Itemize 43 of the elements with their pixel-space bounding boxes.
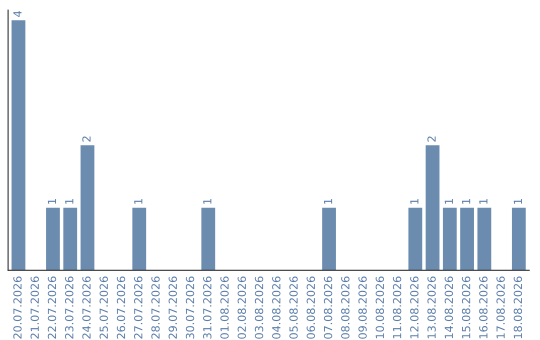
- data-label: 1: [514, 198, 522, 204]
- x-tick-label: 12.08.2026: [410, 276, 419, 338]
- data-label: 1: [134, 198, 142, 204]
- x-tick-label: 29.07.2026: [168, 276, 177, 339]
- x-tick-label: 30.07.2026: [186, 276, 194, 339]
- x-tick-label: 01.08.2026: [220, 276, 229, 339]
- x-tick-label: 09.08.2026: [358, 276, 367, 339]
- data-label: 1: [203, 198, 212, 204]
- x-tick-label: 04.08.2026: [272, 276, 280, 339]
- x-tick-label: 13.08.2026: [427, 276, 436, 338]
- data-label: 1: [410, 198, 418, 204]
- x-tick-label: 10.08.2026: [376, 276, 384, 338]
- x-tick-label: 21.07.2026: [30, 276, 39, 339]
- data-label: 1: [444, 198, 453, 204]
- x-tick-label: 05.08.2026: [289, 276, 298, 339]
- x-tick-label: 11.08.2026: [392, 276, 402, 338]
- x-tick-label: 31.07.2026: [203, 276, 212, 339]
- x-tick-label: 06.08.2026: [306, 276, 316, 339]
- x-tick-label: 24.07.2026: [82, 276, 91, 339]
- x-tick-label: 07.08.2026: [324, 276, 332, 339]
- x-tick-label: 28.07.2026: [151, 276, 160, 339]
- x-tick-label: 16.08.2026: [479, 276, 488, 338]
- x-tick-label: 27.07.2026: [134, 276, 142, 339]
- x-tick-label: 26.07.2026: [116, 276, 126, 339]
- x-tick-label: 20.07.2026: [13, 276, 22, 339]
- data-label: 1: [479, 198, 488, 204]
- x-tick-label: 25.07.2026: [100, 276, 108, 339]
- x-tick-label: 22.07.2026: [48, 276, 56, 339]
- x-tick-label: 14.08.2026: [444, 276, 454, 338]
- x-tick-label: 23.07.2026: [65, 276, 74, 339]
- data-label: 1: [48, 198, 56, 204]
- data-label: 2: [82, 136, 91, 142]
- data-label: 2: [427, 136, 436, 142]
- x-tick-label: 02.08.2026: [238, 276, 246, 339]
- data-label: 1: [324, 198, 332, 204]
- x-tick-label: 15.08.2026: [462, 276, 470, 338]
- data-label: 4: [13, 10, 22, 17]
- x-tick-label: 08.08.2026: [341, 276, 350, 339]
- x-tick-label: 18.08.2026: [514, 276, 522, 338]
- x-tick-label: 03.08.2026: [254, 276, 264, 339]
- x-tick-label: 17.08.2026: [496, 276, 505, 338]
- data-label: 1: [462, 198, 470, 204]
- data-label: 1: [65, 198, 74, 204]
